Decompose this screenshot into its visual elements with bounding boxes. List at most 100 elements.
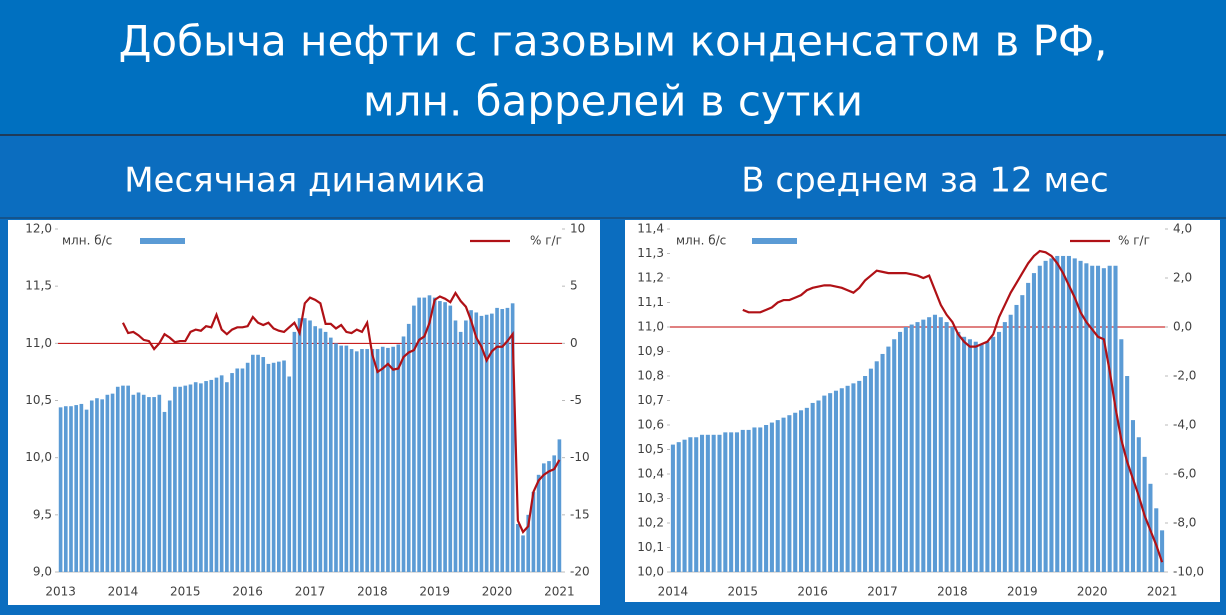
bar	[464, 320, 468, 572]
bar	[105, 394, 110, 572]
bar	[219, 375, 224, 572]
bar	[1119, 339, 1124, 572]
y-tick-label: 10,6	[637, 418, 664, 432]
bar	[510, 303, 515, 572]
x-tick-label: 2019	[419, 585, 450, 599]
bar	[58, 407, 63, 572]
bar	[694, 437, 699, 572]
y-tick-label: 10,5	[637, 442, 664, 456]
bar	[717, 434, 722, 572]
legend-swatch	[140, 238, 185, 244]
y-tick-label: 11,3	[637, 246, 664, 260]
bar	[1049, 258, 1054, 572]
bar	[183, 385, 188, 572]
bar	[764, 425, 769, 572]
bar	[1136, 437, 1141, 572]
y2-tick-label: -2,0	[1173, 369, 1196, 383]
bar	[74, 405, 79, 572]
bar	[1014, 304, 1019, 572]
bar	[313, 326, 318, 572]
bar	[375, 349, 380, 572]
bar	[115, 386, 120, 572]
bar	[868, 368, 873, 572]
bar	[516, 523, 520, 572]
bar	[209, 379, 214, 572]
title-line: Добыча нефти с газовым конденсатом в РФ,	[119, 17, 1108, 66]
bar	[979, 344, 984, 572]
bar	[863, 376, 868, 572]
title-line: млн. баррелей в сутки	[363, 77, 863, 126]
legend-label: % г/г	[1118, 234, 1150, 248]
y-tick-label: 10,0	[637, 565, 664, 579]
bar	[360, 349, 364, 572]
bar	[705, 434, 710, 572]
bar	[521, 535, 525, 572]
bar	[1125, 376, 1130, 572]
bar	[495, 307, 499, 572]
x-tick-label: 2018	[937, 585, 968, 599]
y2-tick-label: 10	[570, 222, 585, 236]
y-tick-label: 11,4	[637, 222, 664, 236]
bar	[167, 400, 172, 572]
bar	[412, 305, 416, 572]
bar	[266, 363, 271, 572]
bar	[1061, 255, 1066, 572]
legend-label: млн. б/с	[676, 234, 726, 248]
bar	[880, 353, 885, 572]
bar	[1026, 282, 1031, 572]
bar	[793, 412, 798, 572]
bar	[775, 420, 780, 572]
bar	[996, 331, 1002, 572]
bar	[1084, 263, 1089, 572]
bar	[962, 336, 967, 572]
bar	[126, 385, 130, 572]
bar	[688, 437, 693, 572]
bar	[147, 397, 151, 572]
bar	[734, 432, 740, 572]
bar	[323, 331, 328, 572]
bar	[740, 429, 745, 572]
bar	[69, 406, 73, 572]
bar	[682, 439, 687, 572]
bar	[699, 434, 705, 572]
y2-tick-label: -4,0	[1173, 418, 1196, 432]
bar	[729, 432, 734, 572]
bar	[1160, 530, 1165, 572]
bar	[469, 310, 473, 572]
bar	[100, 399, 104, 572]
y-tick-label: 10,3	[637, 491, 664, 505]
y-tick-label: 9,5	[33, 507, 52, 521]
x-tick-label: 2015	[170, 585, 201, 599]
bar	[225, 382, 229, 572]
y-tick-label: 10,2	[637, 516, 664, 530]
bar	[292, 331, 297, 572]
y-tick-label: 10,9	[637, 344, 664, 358]
y2-tick-label: -5	[570, 393, 582, 407]
bar	[932, 314, 938, 572]
bar	[1002, 322, 1007, 572]
bar	[474, 312, 479, 572]
y-tick-label: 10,0	[25, 450, 52, 464]
x-tick-label: 2021	[544, 585, 575, 599]
bar	[1020, 295, 1025, 572]
bar	[1090, 265, 1095, 572]
bar	[938, 317, 943, 572]
bar	[816, 400, 821, 572]
bar	[547, 461, 551, 572]
bar	[552, 455, 557, 572]
bar	[897, 331, 903, 572]
y-tick-label: 10,1	[637, 540, 664, 554]
x-tick-label: 2020	[1077, 585, 1108, 599]
bar	[417, 297, 421, 572]
bar	[334, 343, 338, 572]
line	[121, 290, 561, 534]
bar	[886, 346, 891, 572]
line	[742, 249, 1164, 563]
bar	[921, 319, 926, 572]
bar	[380, 346, 385, 572]
y2-tick-label: 0	[570, 336, 578, 350]
bar	[484, 314, 489, 572]
y2-tick-label: -8,0	[1173, 516, 1196, 530]
bar	[152, 397, 156, 572]
